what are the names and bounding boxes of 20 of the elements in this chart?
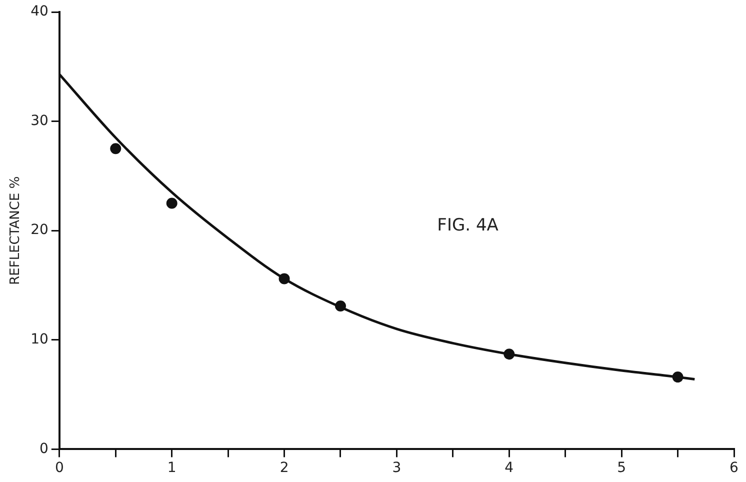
- point: [166, 198, 178, 209]
- y-tick-label: 10: [30, 332, 48, 348]
- y-axis-title: REFLECTANCE %: [8, 176, 24, 285]
- x-tick-label: 0: [54, 460, 64, 476]
- x-tick-label: 6: [730, 460, 739, 476]
- x-tick-label: 5: [617, 460, 626, 476]
- point: [504, 348, 515, 360]
- annotation: FIG. 4A: [437, 216, 499, 236]
- x-tick-label: 4: [504, 460, 514, 476]
- x-tick-label: 1: [167, 460, 176, 476]
- point: [110, 143, 122, 154]
- y-tick-label: 40: [30, 4, 48, 20]
- x-tick-label: 2: [280, 460, 289, 476]
- y-tick-label: 0: [39, 440, 48, 457]
- y-tick-label: 30: [30, 112, 48, 129]
- point: [672, 372, 684, 383]
- x-tick-label: 3: [392, 460, 402, 476]
- point: [334, 300, 346, 312]
- point: [278, 273, 290, 284]
- y-tick-label: 20: [30, 222, 48, 238]
